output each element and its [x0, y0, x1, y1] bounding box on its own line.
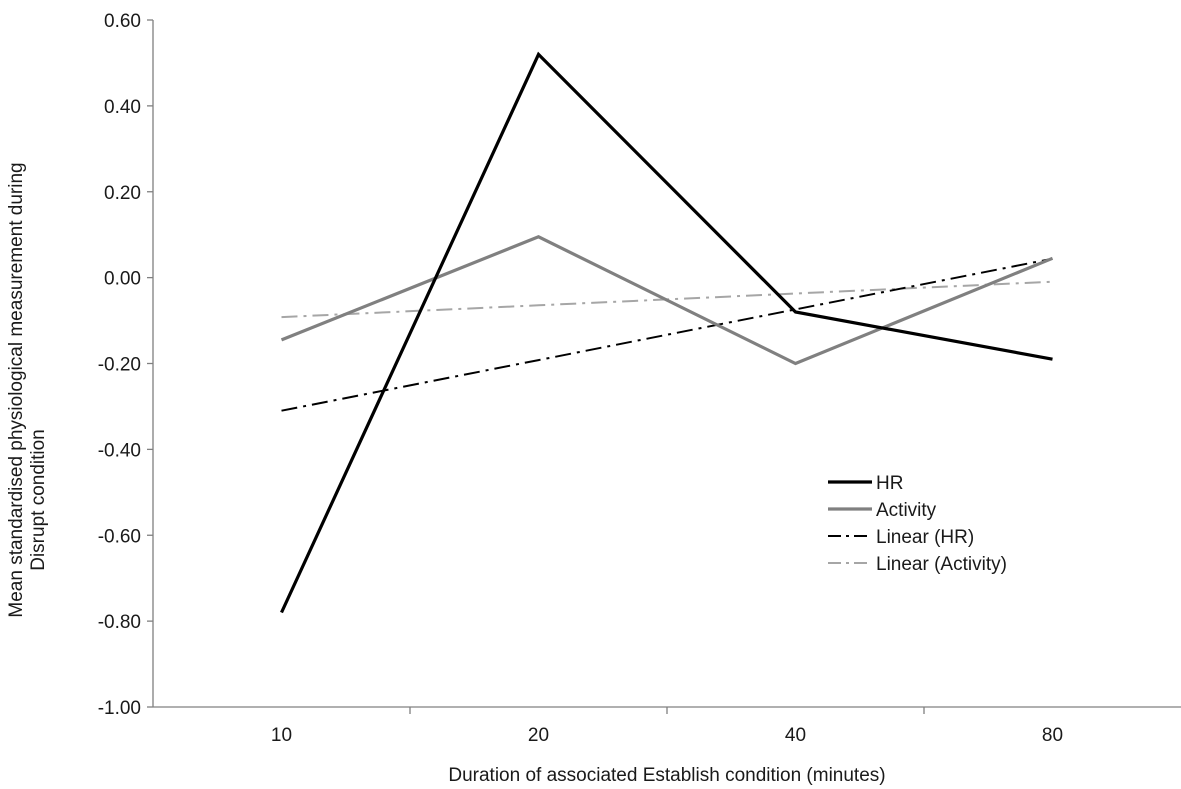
y-axis-title-line-2: Disrupt condition [28, 429, 49, 571]
x-tick-label: 20 [528, 725, 549, 746]
y-ticks: 0.60 0.40 0.20 0.00 -0.20 -0.40 -0.60 -0.80 -1.0… [98, 11, 153, 719]
y-axis: 0.60 0.40 0.20 0.00 -0.20 -0.40 -0.60 -0.80 -1.0… [98, 11, 154, 719]
y-tick-label: -1.00 [98, 698, 141, 719]
y-tick-label: -0.40 [98, 440, 141, 461]
series-line-hr [280, 51, 1053, 614]
x-tick-label: 10 [271, 725, 292, 746]
y-tick-label: 0.60 [104, 11, 141, 32]
series-line-linear-hr [281, 257, 1053, 412]
x-ticks: 10 20 40 80 [271, 707, 1063, 746]
legend-label-linear-hr: Linear (HR) [876, 527, 974, 548]
y-tick-label: 0.40 [104, 97, 141, 118]
x-axis-title: Duration of associated Establish conditi… [448, 765, 885, 786]
y-tick-label: -0.20 [98, 355, 141, 376]
y-axis-title-line-1: Mean standardised physiological measurem… [6, 162, 27, 617]
x-axis: 10 20 40 80 [153, 706, 1181, 746]
legend: HR Activity Linear (HR) Linear (Activity) [828, 473, 1007, 575]
legend-label-linear-activity: Linear (Activity) [876, 554, 1007, 575]
x-tick-label: 40 [785, 725, 806, 746]
y-tick-label: 0.00 [104, 269, 141, 290]
y-tick-label: -0.60 [98, 526, 141, 547]
x-tick-label: 80 [1042, 725, 1063, 746]
legend-label-hr: HR [876, 473, 903, 494]
y-tick-label: -0.80 [98, 612, 141, 633]
y-tick-label: 0.20 [104, 183, 141, 204]
series-line-activity [280, 235, 1054, 366]
legend-label-activity: Activity [876, 500, 937, 521]
series-layer [280, 51, 1054, 614]
y-axis-title: Mean standardised physiological measurem… [6, 162, 49, 617]
